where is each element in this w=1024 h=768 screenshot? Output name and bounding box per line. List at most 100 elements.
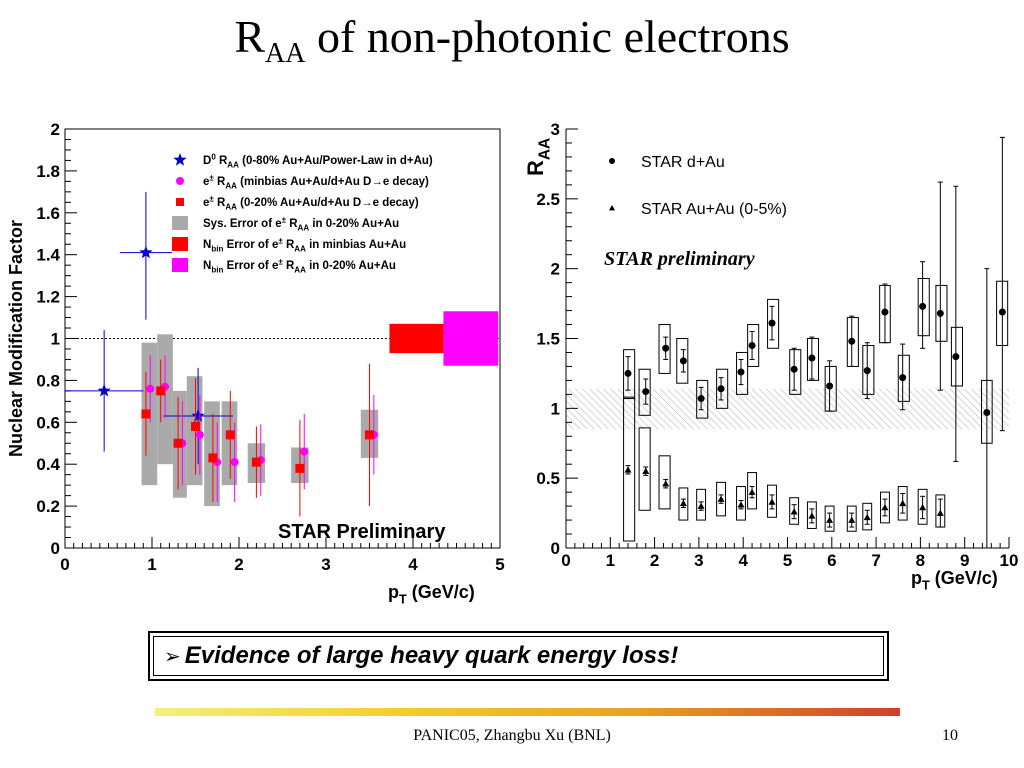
legend-entry-part: AA — [294, 244, 306, 253]
legend-swatch — [172, 237, 188, 251]
sys-error-box — [935, 284, 948, 342]
data-point-triangle — [936, 509, 944, 516]
data-point-triangle — [748, 488, 756, 495]
sys-error-box — [880, 491, 890, 524]
legend-entry-part: AA — [298, 223, 310, 232]
title-subscript: AA — [265, 38, 306, 70]
data-point-square — [173, 438, 183, 448]
legend-entry-part: → — [371, 176, 383, 188]
sys-error-box — [747, 324, 760, 367]
footer-text: PANIC05, Zhangbu Xu (BNL) — [413, 727, 611, 744]
legend-entry-part: Error of e — [223, 239, 278, 251]
legend-entry-part: N — [203, 239, 211, 251]
data-point-circle — [998, 308, 1006, 316]
data-point-square — [156, 386, 166, 396]
data-point-circle — [717, 385, 725, 393]
x-tick-label: 2 — [650, 551, 659, 570]
x-axis-label-part: (GeV/c) — [407, 582, 475, 602]
left-raa-chart: 0 1 2 3 4 5 0 0.2 0.4 0.6 0.8 1 1.2 1.4 1.6 1.8 2 Nuclear… — [6, 120, 506, 610]
title-main: R — [234, 11, 266, 62]
x-axis-label-part: T — [399, 592, 407, 606]
legend-entry-part: in minbias Au+Au — [306, 239, 406, 251]
x-tick-label: 2 — [234, 555, 243, 574]
legend-entry-part: AA — [225, 181, 237, 190]
legend-entry-part: bin — [211, 244, 223, 253]
legend-entry-part: Error of e — [223, 260, 278, 272]
x-tick-label: 10 — [1000, 551, 1018, 570]
data-point-circle — [737, 368, 745, 376]
y-tick-label: 1.4 — [36, 246, 60, 265]
x-tick-label: 3 — [321, 555, 330, 574]
left-chart-svg: 0 1 2 3 4 5 0 0.2 0.4 0.6 0.8 1 1.2 1.4 1.6 1.8 2 Nuclear… — [6, 120, 505, 606]
data-point-circle — [952, 353, 960, 361]
x-tick-label: 0 — [60, 555, 69, 574]
data-point-square — [295, 463, 305, 473]
data-point-square — [365, 430, 374, 440]
legend-entry-part: in 0-20% Au+Au — [309, 218, 399, 230]
sys-error-box — [767, 484, 777, 518]
x-axis-label-part: (GeV/c) — [930, 568, 998, 588]
legend-entry-part: Sys. Error of e — [203, 218, 282, 230]
data-point-triangle — [919, 503, 927, 511]
accent-gradient-bar — [155, 708, 900, 716]
data-point-triangle — [863, 513, 871, 521]
data-point-circle — [936, 309, 944, 317]
data-point-triangle — [790, 508, 798, 515]
sys-error-box — [623, 349, 636, 400]
sys-error-box — [658, 324, 671, 374]
slide-title: RAA of non-photonic electrons — [0, 10, 1024, 70]
y-tick-label: 0.8 — [36, 371, 60, 390]
data-point-triangle — [808, 512, 816, 519]
legend-marker — [609, 205, 615, 211]
y-axis-label: RAA — [523, 138, 554, 176]
data-point-triangle — [899, 499, 907, 507]
data-point-circle — [624, 369, 632, 377]
sys-error-box — [676, 338, 689, 384]
data-point-triangle — [848, 516, 856, 523]
legend-entry-part: ± — [209, 195, 214, 204]
legend-marker — [176, 177, 184, 185]
sys-error-box — [789, 349, 802, 395]
legend-entry-part: R — [214, 176, 226, 188]
star-preliminary-label: STAR preliminary — [604, 248, 755, 270]
data-point-circle — [697, 395, 705, 403]
legend-entry: e± RAA (minbias Au+Au/d+Au D→e decay) — [203, 174, 429, 191]
x-tick-label: 3 — [694, 551, 703, 570]
x-tick-label: 4 — [408, 555, 418, 574]
x-axis-label-part: p — [911, 568, 922, 588]
x-tick-label: 7 — [871, 551, 880, 570]
data-point-circle — [983, 409, 991, 417]
data-point-triangle — [826, 516, 834, 523]
sys-error-box — [747, 472, 757, 510]
y-axis-label-part: AA — [537, 138, 554, 160]
legend-entry-part: bin — [211, 265, 223, 274]
data-point-star — [97, 383, 111, 397]
data-point-circle — [919, 302, 927, 310]
sys-error-box — [897, 354, 910, 402]
legend-entry: D0 RAA (0-80% Au+Au/Power-Law in d+Au) — [203, 153, 433, 170]
y-tick-label: 1.5 — [536, 330, 560, 349]
star-preliminary-label: STAR Preliminary — [278, 521, 446, 543]
data-point-circle — [195, 430, 204, 439]
data-point-square — [208, 453, 218, 463]
data-point-star — [191, 409, 205, 422]
data-point-triangle — [642, 467, 650, 474]
right-raa-chart: 0 1 2 3 4 5 6 7 8 9 10 0 0.5 1 1.5 2 2.5 3 RAA pT (GeV/c) ST… — [516, 118, 1018, 610]
x-tick-label: 1 — [606, 551, 615, 570]
legend-entry-part: AA — [294, 265, 306, 274]
x-tick-label: 4 — [738, 551, 748, 570]
y-tick-label: 2 — [551, 260, 560, 279]
x-axis-label-part: p — [388, 582, 399, 602]
sys-error-box — [862, 344, 875, 395]
legend-entry-part: ± — [278, 237, 283, 246]
sys-error-box — [917, 277, 930, 337]
sys-error-box — [950, 326, 963, 387]
takeaway-text: Evidence of large heavy quark energy los… — [184, 642, 679, 669]
legend-entry-part: ± — [278, 258, 283, 267]
nbin-error-box — [443, 311, 499, 366]
x-tick-label: 0 — [561, 551, 570, 570]
legend-entry-part: 0 — [211, 153, 216, 162]
legend-entry-part: (0-20% Au+Au/d+Au D — [237, 197, 361, 209]
sys-error-box — [678, 487, 689, 521]
legend-entry-part: e decay) — [373, 197, 419, 209]
